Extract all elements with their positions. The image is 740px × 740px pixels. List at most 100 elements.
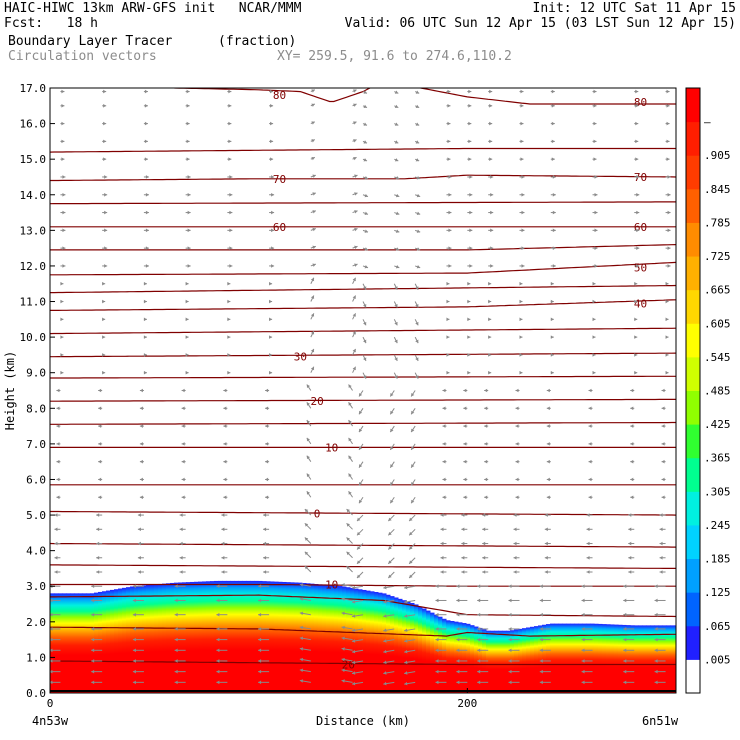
wind-vector-head — [404, 671, 408, 675]
wind-vector-head — [229, 264, 233, 268]
wind-vector-head — [221, 541, 225, 546]
tracer-strip — [606, 624, 611, 693]
colorbar-label: .905 — [704, 149, 731, 162]
wind-vector-head — [659, 555, 663, 560]
wind-vector-head — [415, 90, 420, 94]
wind-vector-head — [299, 657, 304, 662]
wind-vector-head — [446, 370, 450, 375]
wind-vector-head — [477, 637, 481, 642]
tracer-strip — [618, 624, 623, 693]
wind-vector-head — [132, 637, 136, 642]
tracer-strip — [674, 625, 676, 693]
wind-vector-head — [139, 406, 143, 411]
x-tick-label: 0 — [47, 697, 54, 710]
wind-vector-head — [363, 304, 367, 308]
model-title: HAIC-HIWC 13km ARW-GFS init NCAR/MMM — [4, 1, 302, 16]
wind-vector-head — [409, 531, 413, 536]
wind-vector-head — [185, 317, 189, 322]
wind-vector-head — [448, 228, 452, 233]
wind-vector-head — [661, 388, 665, 393]
wind-vector-head — [145, 175, 149, 179]
wind-vector-head — [352, 660, 356, 665]
wind-vector-head — [634, 281, 638, 286]
wind-vector-head — [508, 659, 512, 663]
wind-vector-head — [383, 660, 387, 665]
wind-vector-head — [539, 659, 543, 663]
wind-vector-head — [354, 263, 358, 267]
tracer-strip — [446, 620, 451, 693]
wind-vector-head — [312, 210, 316, 214]
y-tick-label: 9.0 — [26, 367, 46, 380]
wind-vector-head — [145, 192, 149, 197]
wind-vector-head — [654, 648, 658, 653]
y-tick-label: 5.0 — [26, 509, 46, 522]
wind-vector-head — [271, 175, 275, 179]
wind-vector-head — [258, 598, 262, 603]
tracer-strip — [526, 627, 531, 693]
wind-vector-head — [628, 527, 632, 532]
wind-vector-head — [181, 477, 185, 482]
wind-vector-head — [229, 228, 233, 233]
wind-vector-head — [594, 228, 598, 233]
tracer-strip — [198, 581, 203, 693]
y-tick-label: 0.0 — [26, 687, 46, 700]
wind-vector-head — [185, 335, 189, 339]
wind-vector-head — [269, 317, 273, 322]
wind-vector-head — [456, 612, 460, 617]
wind-vector-head — [666, 103, 670, 108]
wind-vector-head — [435, 598, 439, 603]
wind-vector-head — [442, 388, 446, 393]
wind-vector-head — [179, 513, 183, 517]
wind-vector-head — [91, 680, 95, 685]
wind-vector-head — [143, 370, 147, 375]
wind-vector-head — [634, 335, 638, 339]
wind-vector-head — [513, 570, 517, 574]
tracer-strip — [410, 602, 415, 693]
wind-vector-head — [352, 681, 356, 686]
wind-vector-head — [551, 103, 555, 108]
wind-vector-head — [442, 495, 446, 500]
wind-vector-head — [98, 477, 102, 482]
tracer-strip — [194, 581, 199, 693]
wind-vector-head — [520, 103, 524, 108]
wind-vector-head — [592, 353, 596, 357]
wind-vector-head — [271, 264, 275, 268]
wind-vector-head — [394, 140, 399, 144]
wind-vector-head — [550, 317, 554, 322]
tracer-strip — [266, 581, 271, 693]
wind-vector-head — [635, 121, 639, 126]
wind-vector-head — [415, 304, 419, 308]
wind-vector-head — [132, 627, 136, 631]
wind-vector-head — [62, 175, 66, 179]
wind-vector-head — [468, 103, 472, 108]
tracer-strip — [478, 627, 483, 693]
colorbar-swatch — [686, 289, 700, 324]
tracer-strip — [294, 582, 299, 693]
contour-label: 20 — [342, 659, 355, 672]
tracer-strip — [70, 593, 75, 693]
wind-vector-head — [447, 103, 451, 108]
wind-vector-head — [346, 537, 350, 541]
wind-vector-head — [551, 89, 555, 94]
wind-vector-head — [181, 388, 185, 393]
tracer-strip — [102, 591, 107, 693]
wind-vector-head — [628, 541, 632, 546]
forecast-hour: Fcst: 18 h — [4, 16, 98, 31]
wind-vector-head — [50, 648, 53, 653]
wind-vector-head — [352, 313, 356, 317]
wind-vector-head — [394, 304, 398, 308]
wind-vector-head — [544, 555, 548, 560]
wind-vector-head — [551, 121, 555, 126]
wind-vector-head — [635, 103, 639, 108]
wind-vector-head — [181, 406, 185, 411]
wind-vector-head — [354, 227, 358, 232]
wind-vector-head — [539, 627, 543, 631]
tracer-strip — [338, 586, 343, 693]
wind-vector-head — [186, 157, 190, 161]
wind-vector-head — [352, 671, 356, 675]
wind-vector-head — [388, 560, 392, 564]
wind-vector-head — [363, 286, 367, 290]
wind-vector-head — [477, 627, 481, 631]
y-tick-label: 3.0 — [26, 580, 46, 593]
wind-vector-head — [634, 370, 638, 375]
